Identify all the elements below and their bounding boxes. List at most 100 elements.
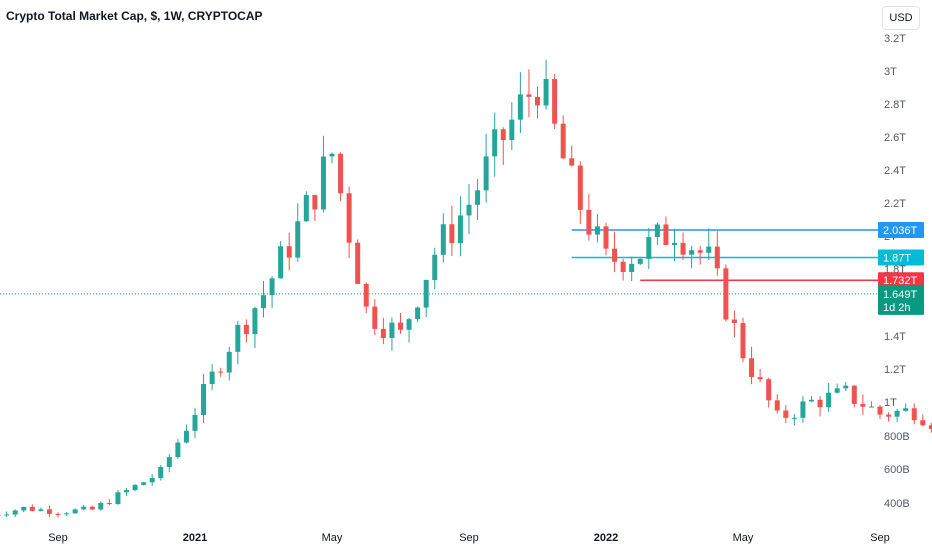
candle — [226, 346, 232, 381]
candle-body — [192, 414, 198, 431]
candle — [826, 383, 832, 412]
level-low-tag-box — [878, 272, 924, 289]
candle — [466, 183, 472, 235]
candle-body — [389, 322, 395, 338]
candle-body — [457, 215, 463, 244]
candle-body — [560, 123, 566, 159]
price-tick-label: 2.8T — [884, 99, 906, 111]
candle — [911, 403, 917, 425]
candle — [868, 401, 874, 408]
candle-body — [363, 283, 369, 307]
candle — [175, 439, 181, 459]
candle-body — [603, 226, 609, 249]
candle — [72, 508, 78, 514]
candle — [791, 414, 797, 426]
candle — [449, 205, 455, 256]
time-tick-label: Sep — [459, 532, 479, 544]
candle-body — [500, 129, 506, 141]
candle — [46, 505, 52, 518]
candle-body — [903, 408, 909, 411]
candle — [903, 403, 909, 412]
candle — [749, 346, 755, 385]
price-tick-label: 1.2T — [884, 364, 906, 376]
candle — [192, 407, 198, 439]
candle-body — [72, 509, 78, 514]
candle-body — [586, 209, 592, 235]
candle — [697, 245, 703, 265]
candle-body — [817, 399, 823, 408]
candle — [603, 222, 609, 256]
candle — [800, 396, 806, 423]
candle-body — [355, 242, 361, 284]
candle — [834, 383, 840, 394]
candle — [124, 488, 129, 496]
candle-body — [757, 377, 763, 380]
candle-body — [132, 484, 138, 491]
candle — [372, 298, 378, 336]
candle-body — [509, 119, 515, 141]
price-axis[interactable]: 3.2T3T2.8T2.6T2.4T2.2T2T1.8T1.6T1.4T1.2T… — [884, 33, 910, 510]
candle-body — [64, 513, 70, 515]
candle — [817, 396, 823, 417]
horizontal-levels[interactable] — [0, 229, 878, 295]
candle — [509, 102, 515, 151]
candle-body — [911, 408, 917, 421]
chart-title: Crypto Total Market Cap, $, 1W, CRYPTOCA… — [6, 9, 263, 23]
candle-body — [12, 510, 18, 515]
candle-body — [406, 319, 412, 330]
candle-body — [149, 478, 155, 483]
price-tick-label: 2.2T — [884, 198, 906, 210]
candle — [406, 317, 412, 343]
candle-body — [492, 129, 498, 157]
candle — [689, 245, 695, 269]
candle-body — [826, 392, 832, 408]
candle — [928, 422, 932, 433]
time-axis[interactable]: Sep2021MaySep2022MaySep2023MaySep2024May… — [48, 532, 932, 544]
candle-body — [21, 506, 27, 511]
candle-body — [166, 457, 172, 468]
last-price-tag-box — [878, 284, 924, 315]
candle — [278, 241, 284, 279]
countdown-label: 1d 2h — [883, 302, 911, 314]
candle-body — [158, 467, 164, 479]
candle-body — [680, 242, 686, 255]
candle-body — [46, 509, 52, 514]
candle — [612, 231, 618, 273]
candle — [269, 276, 275, 309]
candle-body — [295, 221, 301, 258]
candle — [774, 394, 780, 414]
candle — [380, 317, 386, 345]
time-tick-label: 2022 — [594, 532, 618, 544]
candle-body — [740, 323, 746, 359]
price-tick-label: 3.2T — [884, 33, 906, 45]
candle-body — [201, 384, 207, 415]
candle-body — [877, 406, 883, 415]
level-low-tag-label: 1.732T — [883, 275, 918, 287]
time-tick-label: 2021 — [183, 532, 207, 544]
candle-body — [329, 153, 335, 157]
candle-body — [774, 400, 780, 411]
candle — [543, 59, 549, 110]
candle — [535, 86, 540, 119]
candle-body — [4, 514, 10, 516]
candle-body — [346, 193, 352, 243]
candle-body — [243, 324, 249, 335]
candle-body — [526, 94, 532, 97]
currency-button[interactable]: USD — [882, 6, 920, 30]
candle — [526, 69, 532, 118]
level-mid-tag-box — [878, 249, 924, 266]
candle — [714, 231, 720, 276]
candle — [569, 145, 575, 167]
candle — [475, 179, 481, 221]
candle-body — [783, 410, 789, 418]
level-top-tag-box — [878, 222, 924, 239]
candle-body — [466, 204, 472, 216]
candle — [89, 505, 95, 511]
candle — [166, 454, 172, 473]
candle — [389, 317, 395, 351]
candle — [295, 203, 301, 262]
candle — [877, 405, 883, 420]
candle — [252, 306, 258, 348]
